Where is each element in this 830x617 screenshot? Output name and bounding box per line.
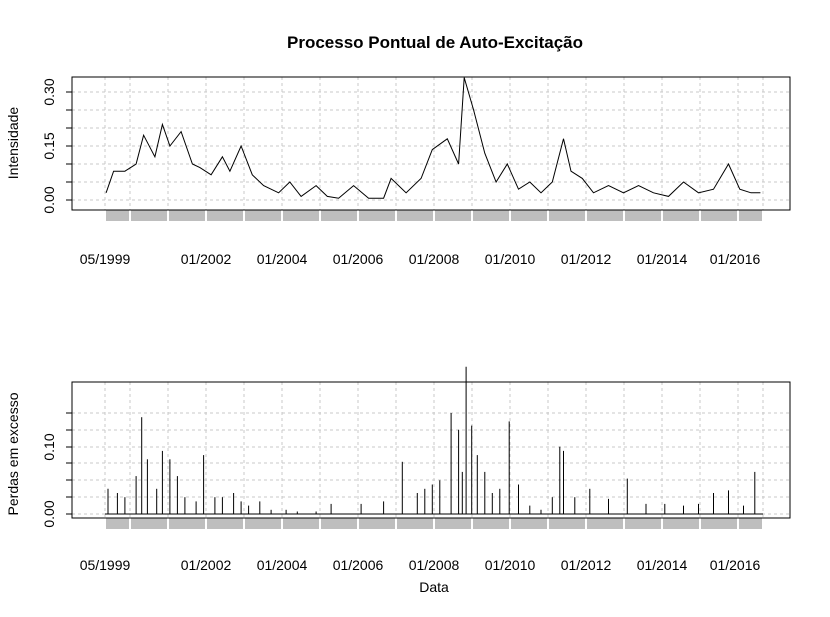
intensity-y-ticks: 0.00 0.15 0.30: [41, 78, 72, 214]
date-band-segment: [435, 518, 471, 529]
intensity-panel: 0.000.150.30 Intensidade 05/1999 01/2002 0…: [5, 76, 791, 267]
date-band-segment: [701, 518, 737, 529]
date-band-segment: [131, 210, 167, 221]
date-tick-label: 01/2004: [257, 251, 308, 267]
date-band-segment: [359, 210, 395, 221]
excess-loss-date-labels: 05/1999 01/2002 01/2004 01/2006 01/2008 01/20…: [80, 557, 761, 573]
intensity-y-axis-label: Intensidade: [5, 107, 21, 180]
date-band-segment: [321, 518, 357, 529]
date-band-segment: [283, 210, 319, 221]
x-axis-label: Data: [419, 579, 449, 595]
date-tick-label: 01/2002: [181, 557, 232, 573]
excess-loss-panel: 0.00 0.10 Perdas em excesso 05/1999 01/200…: [5, 366, 791, 573]
excess-loss-y-axis-label: Perdas em excesso: [5, 392, 21, 515]
excess-loss-y-ticks: 0.00 0.10: [41, 412, 72, 528]
date-tick-label: 01/2006: [333, 557, 384, 573]
date-tick-label: 01/2010: [485, 251, 536, 267]
excess-loss-bars: [105, 366, 763, 515]
intensity-line: [105, 77, 761, 199]
date-band-segment: [321, 210, 357, 221]
date-tick-label: 05/1999: [80, 251, 131, 267]
excess-loss-horizontal-gridlines: [72, 412, 790, 515]
date-band-segment: [549, 518, 585, 529]
date-band-segment: [106, 518, 129, 529]
date-tick-label: 01/2014: [637, 557, 688, 573]
date-band-segment: [169, 518, 205, 529]
date-band-segment: [106, 210, 129, 221]
date-band-segment: [587, 210, 623, 221]
date-tick-label: 01/2012: [561, 251, 612, 267]
date-band-segment: [549, 210, 585, 221]
date-band-segment: [245, 518, 281, 529]
date-band-segment: [739, 518, 762, 529]
y-tick-label: 0.15: [41, 132, 57, 159]
excess-loss-plot-frame: [71, 381, 791, 519]
date-tick-label: 01/2012: [561, 557, 612, 573]
date-band-segment: [587, 518, 623, 529]
y-tick-label: 0.30: [41, 78, 57, 105]
date-tick-label: 01/2004: [257, 557, 308, 573]
date-band-segment: [207, 210, 243, 221]
date-band-segment: [625, 210, 661, 221]
date-band-segment: [663, 518, 699, 529]
date-band-segment: [397, 210, 433, 221]
date-band-segment: [473, 518, 509, 529]
y-tick-label: 0.10: [41, 433, 57, 460]
date-band-segment: [359, 518, 395, 529]
date-band-segment: [283, 518, 319, 529]
intensity-vertical-gridlines: [104, 77, 764, 210]
intensity-date-labels: 05/1999 01/2002 01/2004 01/2006 01/2008 01/20…: [80, 251, 761, 267]
date-tick-label: 05/1999: [80, 557, 131, 573]
date-tick-label: 01/2008: [409, 251, 460, 267]
date-tick-label: 01/2006: [333, 251, 384, 267]
date-band-segment: [663, 210, 699, 221]
date-band-segment: [473, 210, 509, 221]
date-band-segment: [739, 210, 762, 221]
date-band-segment: [511, 518, 547, 529]
excess-loss-date-band: [106, 518, 762, 529]
date-tick-label: 01/2016: [710, 251, 761, 267]
date-tick-label: 01/2016: [710, 557, 761, 573]
date-tick-label: 01/2002: [181, 251, 232, 267]
y-tick-label: 0.00: [41, 186, 57, 213]
date-band-segment: [207, 518, 243, 529]
intensity-plot-frame: [71, 76, 791, 211]
date-band-segment: [625, 518, 661, 529]
date-band-segment: [245, 210, 281, 221]
chart-title: Processo Pontual de Auto-Excitação: [287, 33, 583, 52]
date-band-segment: [397, 518, 433, 529]
date-band-segment: [435, 210, 471, 221]
date-band-segment: [169, 210, 205, 221]
date-band-segment: [131, 518, 167, 529]
date-tick-label: 01/2010: [485, 557, 536, 573]
y-tick-label: 0.00: [41, 500, 57, 527]
date-tick-label: 01/2008: [409, 557, 460, 573]
date-band-segment: [511, 210, 547, 221]
date-band-segment: [701, 210, 737, 221]
date-tick-label: 01/2014: [637, 251, 688, 267]
intensity-date-band: [106, 210, 762, 221]
